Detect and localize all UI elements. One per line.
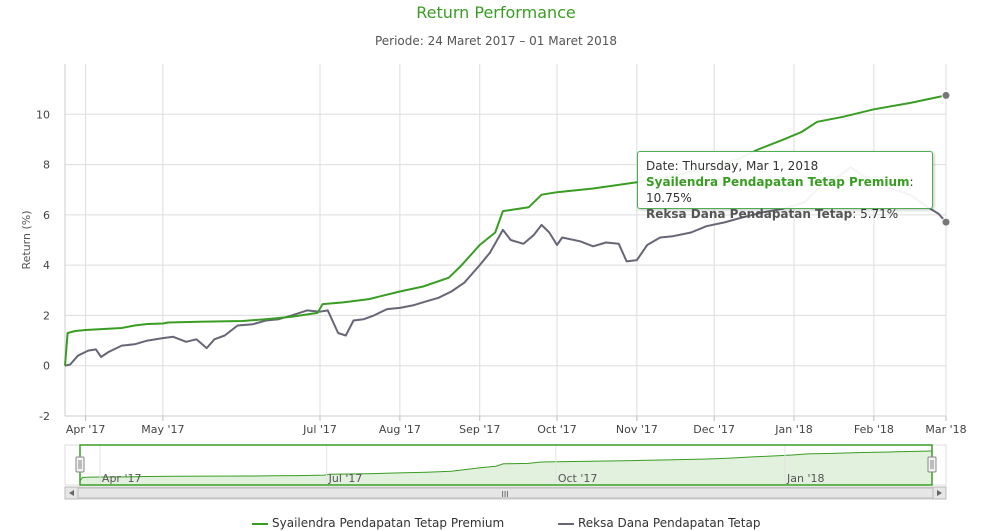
y-axis-label: Return (%): [20, 210, 33, 269]
y-tick-label: 6: [43, 209, 50, 222]
legend-label: Reksa Dana Pendapatan Tetap: [578, 516, 761, 530]
scrollbar-right-button[interactable]: [932, 486, 947, 500]
y-tick-label: 0: [43, 360, 50, 373]
chart-legend: Syailendra Pendapatan Tetap Premium Reks…: [0, 514, 986, 531]
y-tick-label: 10: [36, 108, 50, 121]
navigator-handle-right[interactable]: [927, 456, 937, 473]
series-line-1: [64, 94, 947, 366]
y-tick-label: 2: [43, 309, 50, 322]
x-tick-label: Feb '18: [854, 423, 894, 436]
chart-title: Return Performance: [416, 3, 576, 22]
y-tick-label: 4: [43, 259, 50, 272]
legend-label: Syailendra Pendapatan Tetap Premium: [272, 516, 505, 530]
arrow-right-icon: [937, 490, 942, 496]
tooltip-date: Date: Thursday, Mar 1, 2018: [646, 159, 819, 173]
tooltip-series1: Syailendra Pendapatan Tetap Premium: 10.…: [646, 175, 914, 205]
navigator-label: Jan '18: [786, 472, 824, 485]
x-tick-label: Nov '17: [616, 423, 658, 436]
tooltip-series2: Reksa Dana Pendapatan Tetap: 5.71%: [646, 207, 899, 221]
navigator-frame: [64, 444, 947, 486]
series-line-2: [64, 166, 947, 367]
legend-line-icon: [558, 522, 574, 525]
x-tick-label: Dec '17: [693, 423, 735, 436]
x-tick-label: Jan '18: [774, 423, 812, 436]
navigator-label: Oct '17: [558, 472, 598, 485]
x-tick-label: Apr '17: [66, 423, 106, 436]
legend-item-series2[interactable]: Reksa Dana Pendapatan Tetap: [558, 516, 760, 530]
tooltip-series1-value: 10.75%: [646, 191, 692, 205]
series-marker-2: [941, 217, 951, 227]
navigator-handle-body: [75, 456, 85, 473]
x-tick-label: Mar '18: [925, 423, 966, 436]
y-tick-label: -2: [39, 410, 50, 423]
scrollbar-grip-icon: III: [501, 490, 508, 499]
tooltip-series2-value: 5.71%: [860, 207, 899, 221]
legend-item-series1[interactable]: Syailendra Pendapatan Tetap Premium: [252, 516, 504, 530]
x-tick-label: May '17: [141, 423, 184, 436]
navigator-label: Jul '17: [328, 472, 363, 485]
x-tick-label: Sep '17: [459, 423, 500, 436]
scrollbar-left-button[interactable]: [64, 486, 79, 500]
legend-line-icon: [252, 522, 268, 525]
chart-subtitle: Periode: 24 Maret 2017 – 01 Maret 2018: [375, 34, 617, 48]
navigator-area: [80, 451, 932, 485]
tooltip-series1-name: Syailendra Pendapatan Tetap Premium: [646, 175, 910, 189]
navigator-line: [79, 450, 933, 482]
navigator-handle-left[interactable]: [75, 456, 85, 473]
x-tick-label: Jul '17: [302, 423, 337, 436]
plot-area: [65, 64, 946, 416]
x-tick-label: Aug '17: [379, 423, 421, 436]
series-marker-1: [941, 90, 951, 100]
navigator-label: Apr '17: [102, 472, 142, 485]
tooltip-series2-name: Reksa Dana Pendapatan Tetap: [646, 207, 853, 221]
y-tick-label: 8: [43, 159, 50, 172]
x-tick-label: Oct '17: [537, 423, 577, 436]
navigator-handle-body: [927, 456, 937, 473]
chart-svg: Return Performance Periode: 24 Maret 201…: [20, 3, 967, 500]
chart-tooltip: Date: Thursday, Mar 1, 2018 Syailendra P…: [637, 151, 933, 221]
arrow-left-icon: [69, 490, 74, 496]
navigator-scrollbar[interactable]: III: [64, 486, 947, 500]
